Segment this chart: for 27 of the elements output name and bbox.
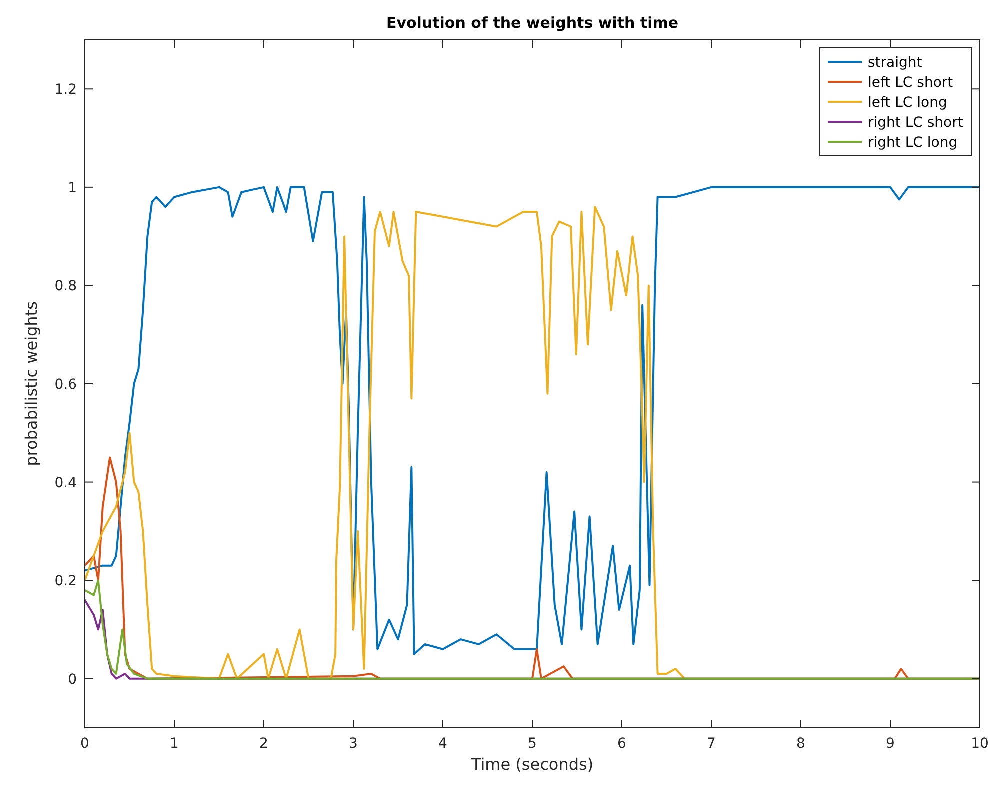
x-tick-label: 7 xyxy=(707,736,716,752)
x-tick-label: 5 xyxy=(528,736,537,752)
y-tick-label: 0.6 xyxy=(54,377,78,393)
line-series xyxy=(85,580,980,680)
x-tick-label: 8 xyxy=(796,736,806,752)
legend-label: straight xyxy=(868,55,923,71)
x-tick-label: 9 xyxy=(886,736,895,752)
y-tick-label: 1.2 xyxy=(54,82,77,98)
legend-label: right LC short xyxy=(868,115,964,131)
x-tick-label: 2 xyxy=(260,736,268,752)
x-tick-label: 4 xyxy=(438,736,448,752)
y-axis-title: probabilistic weights xyxy=(22,302,41,466)
legend-label: left LC long xyxy=(868,95,948,111)
y-tick-label: 1 xyxy=(68,180,77,196)
legend-label: left LC short xyxy=(868,75,954,91)
x-tick-label: 6 xyxy=(618,736,627,752)
x-tick-label: 1 xyxy=(170,736,179,752)
y-tick-label: 0.2 xyxy=(54,574,77,590)
chart-title: Evolution of the weights with time xyxy=(386,14,679,32)
y-tick-label: 0.8 xyxy=(54,278,77,295)
x-tick-label: 0 xyxy=(80,736,90,752)
legend-label: right LC long xyxy=(868,135,958,151)
x-tick-label: 3 xyxy=(349,736,358,752)
x-axis-title: Time (seconds) xyxy=(470,755,594,774)
y-tick-label: 0 xyxy=(68,672,77,688)
y-tick-label: 0.4 xyxy=(54,475,78,492)
x-tick-label: 10 xyxy=(971,736,989,752)
